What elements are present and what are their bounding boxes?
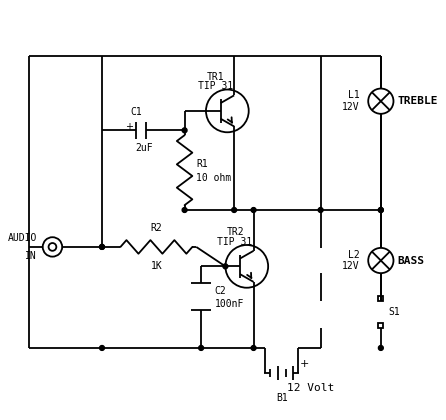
Text: R2: R2	[151, 223, 162, 234]
Text: AUDIO: AUDIO	[8, 233, 37, 243]
Text: R1: R1	[196, 159, 208, 169]
Circle shape	[99, 244, 104, 249]
Bar	[378, 297, 383, 301]
Circle shape	[198, 346, 203, 350]
Text: 12V: 12V	[342, 102, 359, 112]
Text: C2: C2	[215, 286, 227, 296]
Text: TIP 31: TIP 31	[198, 81, 233, 92]
Text: B1: B1	[276, 393, 288, 403]
Text: IN: IN	[25, 251, 37, 261]
Circle shape	[378, 207, 383, 213]
Text: 12V: 12V	[342, 261, 359, 271]
Text: 100nF: 100nF	[215, 299, 244, 309]
Circle shape	[318, 207, 323, 213]
Text: C1: C1	[130, 107, 142, 117]
Text: TIP 31: TIP 31	[218, 237, 253, 247]
Text: +: +	[300, 359, 310, 368]
Text: TR2: TR2	[226, 227, 244, 237]
Bar	[378, 323, 383, 328]
Text: 2uF: 2uF	[135, 143, 153, 153]
Text: 10 ohm: 10 ohm	[196, 173, 231, 183]
Text: S1: S1	[388, 307, 401, 317]
Text: BASS: BASS	[397, 255, 424, 265]
Circle shape	[378, 207, 383, 213]
Circle shape	[378, 346, 383, 350]
Text: L1: L1	[348, 90, 359, 100]
Text: TREBLE: TREBLE	[397, 96, 438, 106]
Circle shape	[223, 264, 228, 269]
Circle shape	[251, 346, 256, 350]
Text: 1K: 1K	[151, 260, 162, 270]
Circle shape	[182, 207, 187, 213]
Circle shape	[99, 244, 104, 249]
Circle shape	[99, 346, 104, 350]
Text: +: +	[125, 122, 133, 132]
Circle shape	[232, 207, 236, 213]
Circle shape	[251, 207, 256, 213]
Text: TR1: TR1	[207, 72, 224, 82]
Text: 12 Volt: 12 Volt	[287, 383, 334, 393]
Circle shape	[182, 128, 187, 133]
Text: L2: L2	[348, 250, 359, 260]
